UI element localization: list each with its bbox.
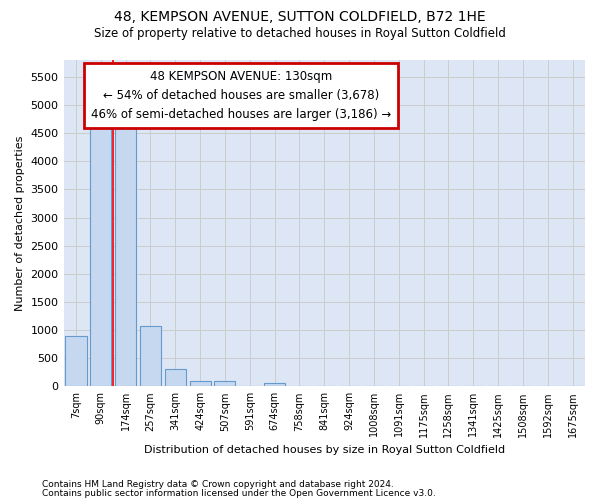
Bar bbox=[214, 381, 235, 386]
Bar bbox=[165, 370, 186, 386]
Bar bbox=[140, 326, 161, 386]
Bar bbox=[190, 380, 211, 386]
Text: 48 KEMPSON AVENUE: 130sqm
← 54% of detached houses are smaller (3,678)
46% of se: 48 KEMPSON AVENUE: 130sqm ← 54% of detac… bbox=[91, 70, 391, 121]
Text: 48, KEMPSON AVENUE, SUTTON COLDFIELD, B72 1HE: 48, KEMPSON AVENUE, SUTTON COLDFIELD, B7… bbox=[114, 10, 486, 24]
Text: Contains public sector information licensed under the Open Government Licence v3: Contains public sector information licen… bbox=[42, 488, 436, 498]
Text: Size of property relative to detached houses in Royal Sutton Coldfield: Size of property relative to detached ho… bbox=[94, 28, 506, 40]
Bar bbox=[65, 336, 86, 386]
Bar bbox=[90, 128, 112, 386]
Y-axis label: Number of detached properties: Number of detached properties bbox=[15, 136, 25, 311]
Bar bbox=[264, 383, 285, 386]
X-axis label: Distribution of detached houses by size in Royal Sutton Coldfield: Distribution of detached houses by size … bbox=[144, 445, 505, 455]
Text: Contains HM Land Registry data © Crown copyright and database right 2024.: Contains HM Land Registry data © Crown c… bbox=[42, 480, 394, 489]
Bar bbox=[115, 128, 136, 386]
